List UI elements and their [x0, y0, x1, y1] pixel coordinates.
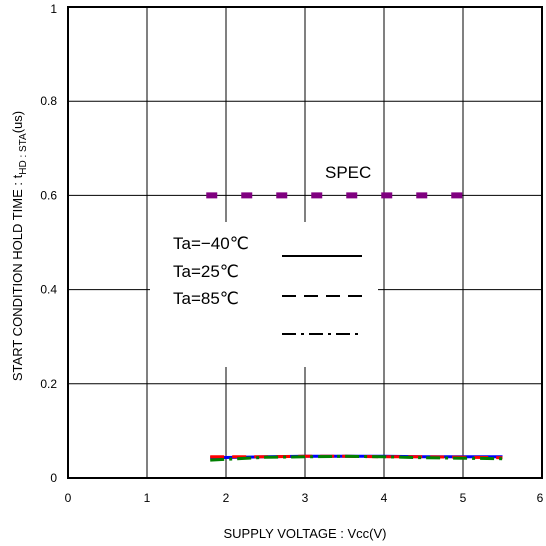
legend: Ta=−40℃ Ta=25℃ Ta=85℃ — [173, 234, 362, 335]
y-tick-label: 0.4 — [40, 283, 57, 297]
y-tick-label: 1 — [50, 2, 57, 16]
y-axis-label: START CONDITION HOLD TIME : tHD : STA(us… — [10, 111, 29, 381]
plot-frame — [67, 6, 543, 479]
series-lines — [210, 454, 503, 462]
spec-label: SPEC — [325, 163, 371, 182]
y-tick-label: 0.6 — [40, 188, 57, 202]
legend-label: Ta=85℃ — [173, 289, 239, 308]
y-axis-label-prefix: START CONDITION HOLD TIME : t — [10, 174, 25, 381]
x-axis-label: SUPPLY VOLTAGE : Vcc(V) — [223, 526, 386, 541]
y-tick-label: 0.2 — [40, 377, 57, 391]
x-tick-label: 1 — [144, 491, 151, 505]
legend-label: Ta=25℃ — [173, 262, 239, 281]
x-tick-label: 6 — [537, 491, 544, 505]
y-axis-label-suffix: (us) — [10, 111, 25, 133]
series-line-2 — [210, 454, 503, 462]
y-tick-label: 0.8 — [40, 94, 57, 108]
x-tick-label: 2 — [223, 491, 230, 505]
x-tick-label: 0 — [65, 491, 72, 505]
y-axis-ticks: 0 0.2 0.4 0.6 0.8 1 — [40, 2, 57, 485]
x-tick-label: 4 — [381, 491, 388, 505]
x-tick-label: 5 — [460, 491, 467, 505]
x-tick-label: 3 — [302, 491, 309, 505]
legend-label: Ta=−40℃ — [173, 234, 249, 253]
y-axis-label-subscript: HD : STA — [18, 133, 29, 175]
legend-background — [150, 222, 378, 367]
y-tick-label: 0 — [50, 471, 57, 485]
x-axis-ticks: 0 1 2 3 4 5 6 — [65, 491, 544, 505]
